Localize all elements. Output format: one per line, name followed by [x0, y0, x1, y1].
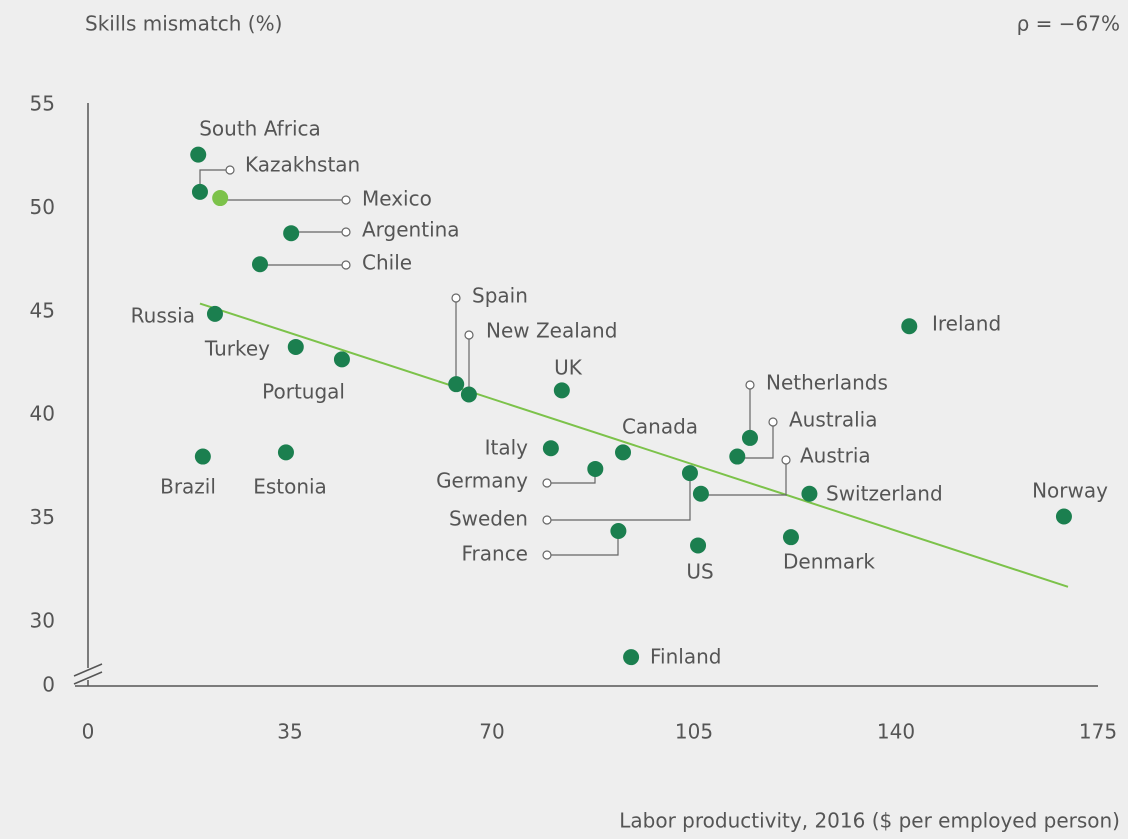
leader-line: [701, 460, 787, 496]
point: [681, 465, 698, 482]
point: [901, 318, 918, 335]
point-label: France: [461, 542, 528, 566]
leader-end: [745, 380, 755, 390]
point: [587, 460, 604, 477]
leader-end: [451, 293, 461, 303]
axis-break: [73, 671, 103, 685]
point: [692, 485, 709, 502]
leader-end: [768, 417, 778, 427]
trend-line: [199, 302, 1069, 588]
x-tick-label: 70: [479, 720, 504, 744]
point: [448, 376, 465, 393]
y-tick-label: 40: [30, 402, 55, 426]
point-label: Russia: [131, 304, 195, 328]
leader-end: [341, 195, 351, 205]
point-label: Italy: [485, 436, 529, 460]
point-label: US: [686, 560, 713, 584]
point: [610, 522, 627, 539]
point-label: Netherlands: [766, 371, 888, 395]
x-axis-label: Labor productivity, 2016 ($ per employed…: [619, 809, 1120, 833]
point-label: Kazakhstan: [245, 153, 360, 177]
point: [191, 183, 208, 200]
point-label: Canada: [622, 415, 698, 439]
point-label: Denmark: [783, 550, 875, 574]
point: [553, 382, 570, 399]
point-label: Estonia: [253, 475, 327, 499]
leader-line: [547, 474, 691, 521]
point-label: Austria: [800, 444, 871, 468]
point-label: Sweden: [449, 507, 528, 531]
point: [460, 386, 477, 403]
point: [190, 146, 207, 163]
point: [623, 649, 640, 666]
axis-break: [73, 663, 103, 677]
point: [542, 440, 559, 457]
x-tick-label: 105: [675, 720, 713, 744]
y-tick-label: 35: [30, 505, 55, 529]
point: [741, 429, 758, 446]
point-label: New Zealand: [486, 319, 617, 343]
point: [212, 190, 229, 207]
leader-line: [547, 531, 619, 556]
x-tick-label: 0: [82, 720, 95, 744]
point: [333, 351, 350, 368]
point: [1055, 508, 1072, 525]
leader-end: [542, 515, 552, 525]
point: [277, 444, 294, 461]
point-label: Norway: [1032, 479, 1108, 503]
x-tick-label: 140: [877, 720, 915, 744]
point: [729, 448, 746, 465]
point-label: Brazil: [160, 475, 216, 499]
point: [251, 256, 268, 273]
point-label: Finland: [650, 645, 721, 669]
y-tick-label: 45: [30, 298, 55, 322]
point-label: Chile: [362, 251, 412, 275]
leader-end: [225, 165, 235, 175]
point: [690, 537, 707, 554]
leader-end: [341, 227, 351, 237]
point: [206, 305, 223, 322]
point: [283, 225, 300, 242]
y-tick-label: 50: [30, 195, 55, 219]
y-tick-label: 55: [30, 92, 55, 116]
y-tick-label: 0: [42, 673, 55, 697]
point: [287, 338, 304, 355]
leader-end: [464, 330, 474, 340]
leader-end: [781, 455, 791, 465]
point-label: Germany: [436, 469, 528, 493]
point-label: Australia: [789, 408, 877, 432]
point-label: Argentina: [362, 218, 460, 242]
point-label: Spain: [472, 284, 528, 308]
y-tick-label: 30: [30, 608, 55, 632]
x-tick-label: 35: [277, 720, 302, 744]
leader-end: [341, 260, 351, 270]
point-label: UK: [554, 356, 583, 380]
point: [801, 485, 818, 502]
point-label: South Africa: [199, 117, 321, 141]
point: [615, 444, 632, 461]
point-label: Mexico: [362, 187, 432, 211]
point: [194, 448, 211, 465]
point-label: Portugal: [262, 380, 345, 404]
leader-end: [542, 478, 552, 488]
point: [782, 529, 799, 546]
chart-title: Skills mismatch (%): [85, 12, 282, 36]
x-tick-label: 175: [1079, 720, 1117, 744]
leader-end: [542, 550, 552, 560]
annotation: ρ = −67%: [1017, 12, 1120, 36]
point-label: Ireland: [932, 312, 1001, 336]
point-label: Turkey: [204, 337, 270, 361]
point-label: Switzerland: [826, 482, 943, 506]
leader-line: [737, 422, 774, 459]
